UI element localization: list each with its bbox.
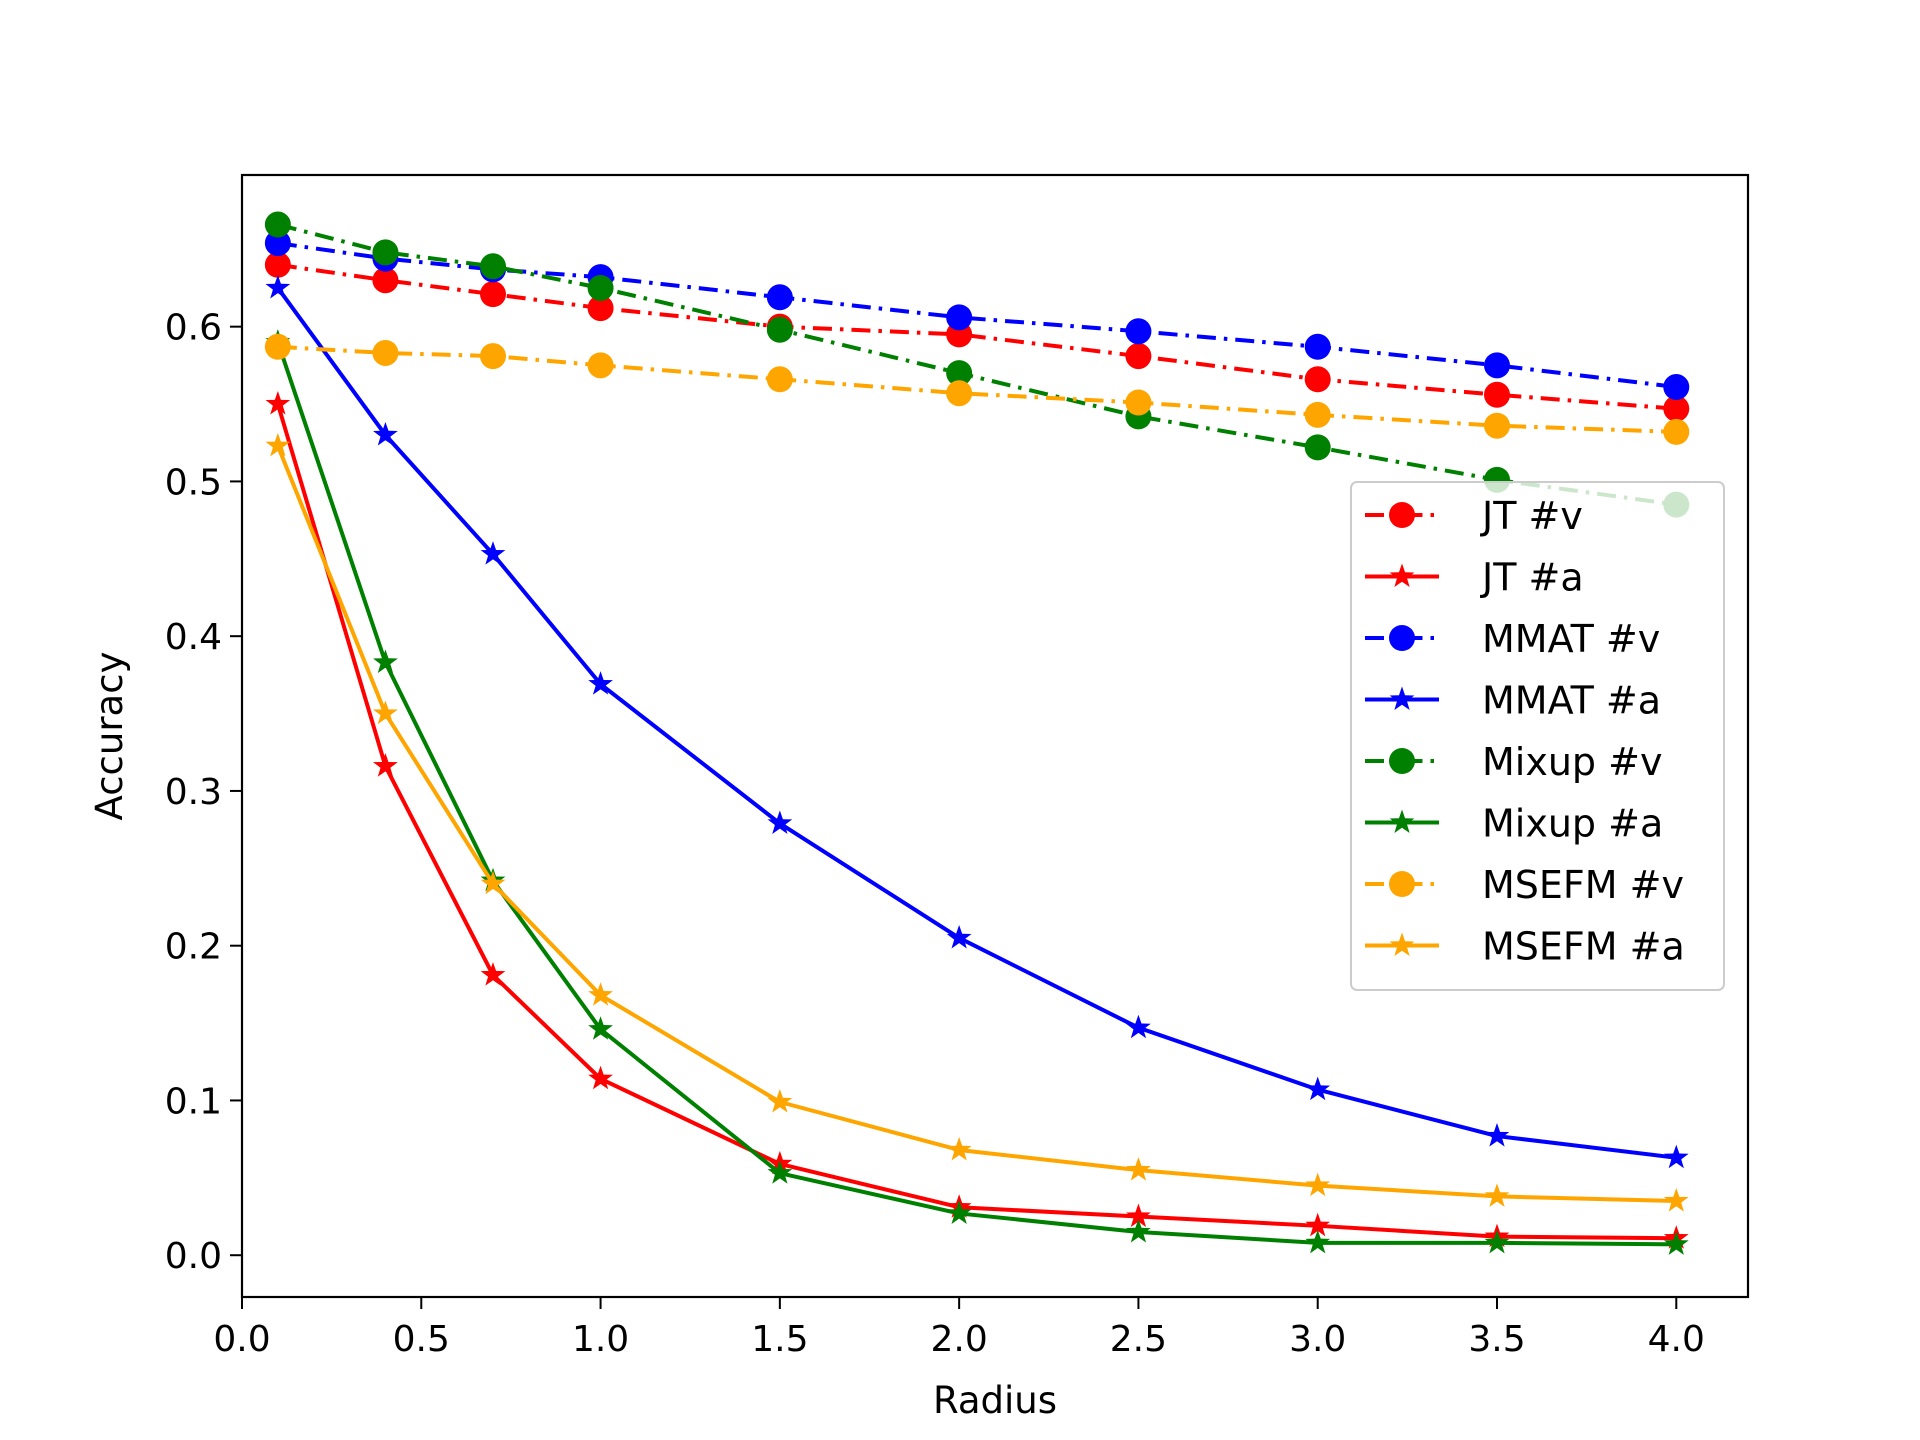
y-tick-label: 0.6 — [165, 308, 222, 349]
x-tick-label: 4.0 — [1648, 1319, 1705, 1360]
y-tick-label: 0.2 — [165, 927, 222, 968]
legend-swatch-marker — [1389, 625, 1415, 651]
data-point-mmat-v — [1305, 334, 1331, 360]
data-point-msefm-v — [1305, 402, 1331, 428]
legend-swatch-marker — [1389, 502, 1415, 528]
data-point-mixup-v — [372, 239, 398, 265]
legend-label: MMAT #a — [1482, 679, 1661, 723]
x-axis-label: Radius — [933, 1379, 1057, 1422]
data-point-mmat-v — [1125, 318, 1151, 344]
data-point-msefm-v — [372, 340, 398, 366]
legend-label: Mixup #v — [1482, 740, 1662, 784]
y-tick-label: 0.3 — [165, 772, 222, 813]
data-point-msefm-v — [946, 380, 972, 406]
y-tick-label: 0.0 — [165, 1236, 222, 1277]
data-point-msefm-v — [588, 352, 614, 378]
data-point-mmat-v — [1663, 374, 1689, 400]
x-tick-label: 1.5 — [751, 1319, 808, 1360]
data-point-msefm-v — [767, 366, 793, 392]
data-point-mixup-v — [1305, 434, 1331, 460]
data-point-jt-v — [1484, 382, 1510, 408]
legend-label: MMAT #v — [1482, 617, 1660, 661]
x-tick-label: 3.0 — [1289, 1319, 1346, 1360]
data-point-msefm-v — [1663, 419, 1689, 445]
data-point-msefm-v — [1125, 389, 1151, 415]
data-point-jt-v — [1305, 366, 1331, 392]
legend-label: MSEFM #v — [1482, 863, 1684, 907]
y-tick-label: 0.1 — [165, 1081, 222, 1122]
data-point-mmat-v — [1484, 352, 1510, 378]
chart: 0.0 0.5 1.0 1.5 2.0 2.5 3.0 3.5 4.0 0.0 0.1 0.2 0.3… — [0, 0, 1920, 1440]
x-tick-label: 0.5 — [393, 1319, 450, 1360]
x-tick-label: 1.0 — [572, 1319, 629, 1360]
data-point-mixup-v — [588, 275, 614, 301]
legend-label: JT #a — [1480, 556, 1584, 600]
data-point-mixup-v — [480, 253, 506, 279]
data-point-jt-v — [1125, 343, 1151, 369]
y-tick-label: 0.5 — [165, 462, 222, 503]
x-tick-label: 2.5 — [1110, 1319, 1167, 1360]
legend-swatch-marker — [1389, 871, 1415, 897]
data-point-mmat-v — [767, 284, 793, 310]
x-tick-label: 2.0 — [931, 1319, 988, 1360]
y-axis-label: Accuracy — [88, 652, 131, 821]
legend-label: Mixup #a — [1482, 802, 1663, 846]
legend-swatch-marker — [1389, 748, 1415, 774]
data-point-mixup-v — [265, 212, 291, 238]
y-tick-label: 0.4 — [165, 617, 222, 658]
data-point-msefm-v — [265, 334, 291, 360]
legend-label: MSEFM #a — [1482, 925, 1685, 969]
data-point-jt-v — [480, 281, 506, 307]
x-tick-label: 0.0 — [213, 1319, 270, 1360]
data-point-mixup-v — [767, 317, 793, 343]
legend: JT #v JT #a MMAT #v MMAT #a Mixup #v Mixup #a… — [1351, 482, 1724, 990]
data-point-mmat-v — [946, 304, 972, 330]
x-tick-label: 3.5 — [1468, 1319, 1525, 1360]
legend-label: JT #v — [1480, 494, 1583, 538]
data-point-msefm-v — [480, 343, 506, 369]
data-point-msefm-v — [1484, 413, 1510, 439]
